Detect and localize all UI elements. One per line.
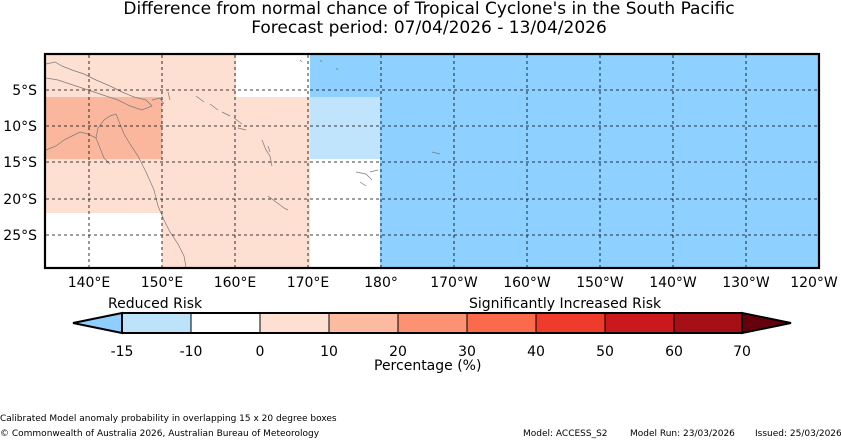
box-blue-north — [310, 55, 380, 97]
box-light-pink-central — [162, 97, 310, 267]
lat-label: 15°S — [3, 155, 37, 171]
lat-label: 5°S — [12, 83, 37, 99]
colorbar-tick: 60 — [665, 344, 683, 360]
model-name: Model: ACCESS_S2 — [523, 429, 608, 439]
increased-risk-label: Significantly Increased Risk — [469, 296, 662, 312]
vanuatu — [261, 139, 273, 167]
colorbar-bin — [121, 312, 192, 334]
colorbar-bin — [604, 312, 675, 334]
colorbar-tick: 70 — [733, 344, 751, 360]
method-note: Calibrated Model anomaly probability in … — [0, 414, 337, 424]
reduced-risk-label: Reduced Risk — [108, 296, 203, 312]
colorbar-tick: -15 — [111, 344, 134, 360]
lat-label: 25°S — [3, 228, 37, 244]
longitude-labels: 140°E 150°E 160°E 170°E 180° 170°W 160°W… — [68, 275, 838, 291]
colorbar-extend-high — [741, 311, 792, 335]
colorbar-bin — [259, 312, 330, 334]
gridlines — [46, 55, 818, 267]
colorbar-axis-label: Percentage (%) — [374, 358, 482, 374]
colorbar-tick: 30 — [458, 344, 476, 360]
colorbar-extend-low — [72, 311, 123, 335]
colorbar-tick: 40 — [527, 344, 545, 360]
colorbar-tick: 0 — [256, 344, 265, 360]
fiji — [355, 169, 379, 187]
new-britain — [151, 91, 171, 105]
coastlines — [45, 59, 441, 268]
lon-label: 150°E — [141, 275, 184, 291]
new-caledonia — [267, 195, 289, 211]
copyright: © Commonwealth of Australia 2026, Austra… — [0, 429, 320, 439]
colorbar-tick: 50 — [596, 344, 614, 360]
model-run: Model Run: 23/03/2026 — [630, 429, 735, 439]
map-title: Difference from normal chance of Tropica… — [123, 0, 735, 19]
issued-date: Issued: 25/03/2026 — [755, 429, 841, 439]
lat-label: 20°S — [3, 192, 37, 208]
lon-label: 140°W — [649, 275, 697, 291]
lon-label: 180° — [364, 275, 398, 291]
colorbar-bin — [190, 312, 261, 334]
colorbar-tick: -10 — [180, 344, 203, 360]
map-frame — [43, 52, 821, 270]
colorbar-tick: 20 — [389, 344, 407, 360]
lat-label: 10°S — [3, 119, 37, 135]
lon-label: 130°W — [722, 275, 770, 291]
lon-label: 120°W — [790, 275, 838, 291]
box-salmon — [46, 97, 162, 159]
lon-label: 160°W — [503, 275, 551, 291]
solomon-islands — [195, 95, 247, 131]
new-guinea-coast — [45, 61, 153, 111]
australia-gulf — [95, 137, 111, 165]
colorbar-bin — [328, 312, 399, 334]
colorbar-bin — [535, 312, 606, 334]
colorbar-ticks: -15 -10 0 10 20 30 40 50 60 70 — [111, 344, 751, 360]
latitude-labels: 5°S 10°S 15°S 20°S 25°S — [3, 83, 37, 244]
colorbar-bin — [397, 312, 468, 334]
box-pale-blue — [310, 97, 380, 159]
colorbar-bin — [466, 312, 537, 334]
lon-label: 140°E — [68, 275, 111, 291]
australia-coast — [45, 113, 187, 268]
lon-label: 150°W — [576, 275, 624, 291]
lon-label: 160°E — [214, 275, 257, 291]
colorbar-tick: 10 — [320, 344, 338, 360]
samoa — [431, 151, 441, 155]
colorbar-frame — [121, 312, 743, 334]
colorbar — [72, 311, 792, 335]
lon-label: 170°E — [287, 275, 330, 291]
forecast-period: Forecast period: 07/04/2026 - 13/04/2026 — [251, 18, 607, 38]
tuvalu-kiribati-dots — [299, 59, 339, 71]
colorbar-bin — [673, 312, 743, 334]
lon-label: 170°W — [430, 275, 478, 291]
